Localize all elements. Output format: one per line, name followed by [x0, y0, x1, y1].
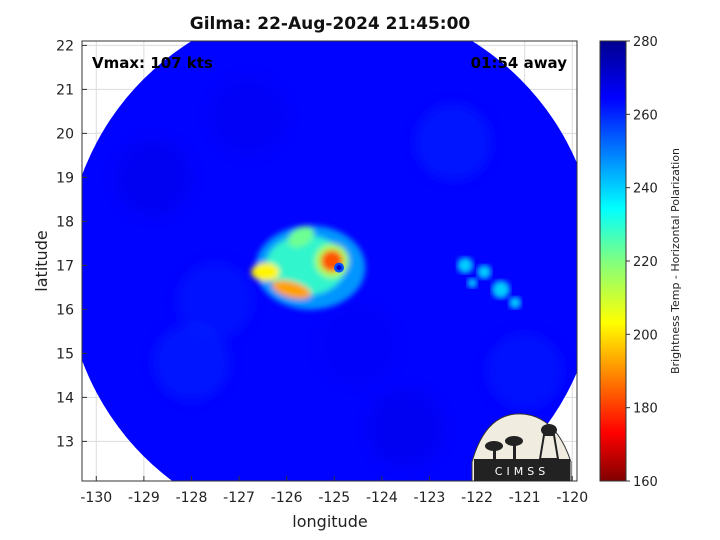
- colorbar-gradient: [599, 40, 627, 482]
- y-axis-label: latitude: [32, 230, 51, 291]
- southwest-rainband: [271, 280, 311, 299]
- y-tick-label: 13: [56, 434, 74, 450]
- texture-patch: [415, 104, 492, 181]
- y-tick-label: 18: [56, 214, 74, 230]
- eye-center: [336, 265, 342, 271]
- colorbar-ticks: 160 180 200 220 240 260 280: [626, 35, 658, 490]
- east-convective-cell: [467, 278, 478, 288]
- swath-texture: [115, 77, 563, 467]
- x-tick-label: -124: [366, 490, 398, 506]
- northwest-band: [288, 226, 314, 248]
- x-tick-label: -126: [271, 490, 303, 506]
- x-tick-label: -128: [176, 490, 208, 506]
- colorbar-label: Brightness Temp - Horizontal Polarizatio…: [669, 148, 682, 374]
- y-tick-label: 17: [56, 258, 74, 274]
- colorbar-tick-label: 160: [633, 475, 658, 490]
- colorbar-tick-label: 280: [633, 35, 658, 50]
- plot-area: -130 -129 -128 -127 -126 -125 -124 -123 -122 -121…: [56, 38, 588, 506]
- x-tick-label: -125: [318, 490, 350, 506]
- colorbar-tick-label: 260: [633, 108, 658, 123]
- microwave-swath: [82, 41, 577, 481]
- colorbar: 160 180 200 220 240 260 280 Brightness Temp - …: [599, 35, 682, 490]
- vmax-annotation: Vmax: 107 kts: [92, 54, 213, 72]
- east-convective-cell: [491, 280, 510, 299]
- y-tick-label: 15: [56, 346, 74, 362]
- colorbar-tick-label: 180: [633, 402, 658, 417]
- east-convective-cell: [477, 265, 492, 279]
- y-tick-label: 22: [56, 38, 74, 54]
- y-tick-label: 21: [56, 82, 74, 98]
- x-tick-label: -129: [128, 490, 160, 506]
- x-tick-label: -123: [414, 490, 446, 506]
- texture-patch: [210, 77, 287, 154]
- x-tick-label: -127: [223, 490, 255, 506]
- texture-patch: [367, 390, 444, 467]
- x-axis-label: longitude: [292, 512, 367, 531]
- east-convective-cell: [509, 296, 522, 309]
- x-axis-ticks: -130 -129 -128 -127 -126 -125 -124 -123 -122 -121…: [80, 476, 588, 506]
- y-tick-label: 19: [56, 170, 74, 186]
- texture-patch: [486, 333, 563, 409]
- y-tick-label: 20: [56, 126, 74, 142]
- x-tick-label: -122: [461, 490, 493, 506]
- texture-patch: [320, 306, 397, 383]
- y-tick-label: 14: [56, 390, 74, 406]
- plot-frame: [81, 40, 578, 482]
- texture-patch: [115, 139, 192, 216]
- x-tick-label: -130: [80, 490, 112, 506]
- y-axis-ticks: 13 14 15 16 17 18 19 20 21 22: [56, 38, 87, 450]
- colorbar-tick-label: 220: [633, 255, 658, 270]
- east-convective-cell: [457, 257, 474, 274]
- texture-patch: [153, 324, 230, 401]
- chart-title: Gilma: 22-Aug-2024 21:45:00: [190, 14, 471, 34]
- y-tick-label: 16: [56, 302, 74, 318]
- texture-patch: [177, 262, 254, 339]
- logo-text: CIMSS: [495, 465, 549, 478]
- cimss-logo: CIMSS: [471, 413, 572, 482]
- colorbar-tick-label: 240: [633, 182, 658, 197]
- time-away-annotation: 01:54 away: [471, 54, 568, 72]
- west-rainband: [251, 263, 280, 281]
- x-tick-label: -120: [556, 490, 588, 506]
- colorbar-tick-label: 200: [633, 328, 658, 343]
- x-tick-label: -121: [509, 490, 541, 506]
